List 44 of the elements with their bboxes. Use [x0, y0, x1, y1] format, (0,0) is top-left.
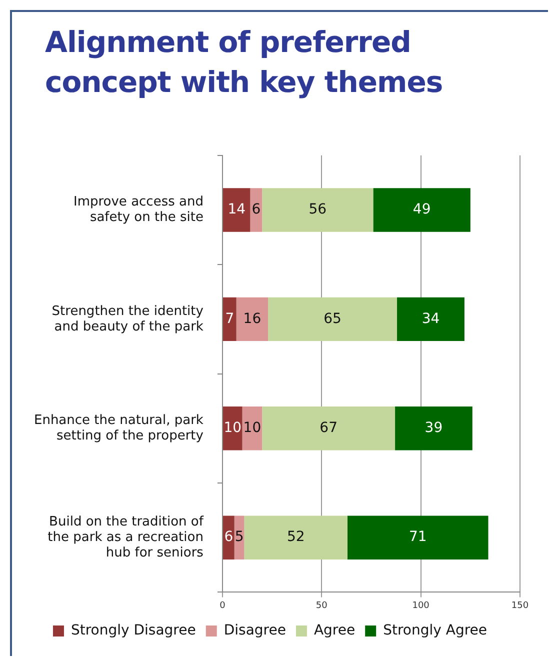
data-label: 52 [286, 529, 305, 546]
bar [262, 188, 374, 232]
y-tick-label: Enhance the natural, park setting of the property [34, 412, 204, 444]
data-label: 39 [424, 420, 443, 436]
bar [234, 516, 244, 560]
data-label: 5 [234, 529, 244, 546]
bar [222, 406, 242, 450]
data-label: 16 [243, 310, 262, 327]
legend-label: Strongly Agree [383, 622, 488, 639]
bar [262, 406, 396, 450]
data-label: 67 [320, 420, 338, 436]
x-tick-label: 100 [412, 600, 430, 611]
x-tick-label: 150 [511, 600, 529, 611]
bar [222, 516, 234, 560]
bar [347, 516, 488, 560]
x-tick-label: 50 [316, 600, 328, 611]
bar [222, 188, 250, 232]
data-label: 10 [243, 420, 262, 436]
data-label: 7 [225, 310, 234, 327]
legend-label: Disagree [224, 622, 286, 639]
data-label: 10 [224, 420, 242, 436]
data-label: 6 [252, 202, 261, 218]
bar [250, 188, 262, 232]
y-tick-label: Build on the tradition of the park as a recreation hub for seniors [48, 514, 204, 561]
legend-label: Agree [314, 622, 356, 639]
chart-title: Alignment of preferred concept with key themes [45, 24, 444, 101]
data-label: 49 [412, 202, 431, 218]
legend-label: Strongly Disagree [70, 622, 196, 639]
data-label: 34 [422, 310, 440, 327]
data-label: 6 [224, 529, 234, 546]
bar [373, 188, 470, 232]
bar [244, 516, 348, 560]
bar [236, 297, 268, 342]
bar [222, 297, 236, 342]
data-label: 71 [408, 529, 427, 546]
data-label: 14 [228, 202, 246, 218]
bar [268, 297, 398, 342]
x-tick-label: 0 [220, 600, 226, 611]
data-label: 56 [308, 202, 327, 218]
bar [397, 297, 464, 342]
data-label: 65 [324, 310, 342, 327]
y-tick-label: Improve access and safety on the site [73, 194, 204, 226]
y-tick-label: Strengthen the identity and beauty of the park [52, 304, 204, 334]
bar [395, 406, 472, 450]
